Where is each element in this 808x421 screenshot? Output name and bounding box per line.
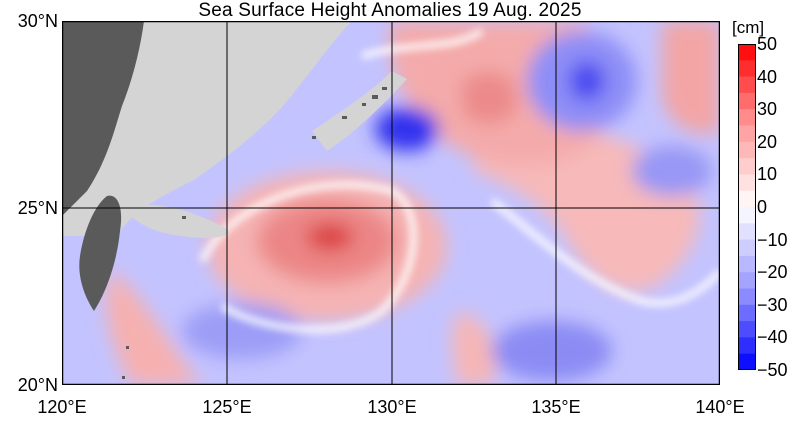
- negative-eddy-south: [182, 303, 302, 359]
- colorbar-band: [738, 337, 756, 355]
- colorbar-tick-label: 20: [757, 131, 778, 152]
- map-border: [62, 21, 720, 385]
- lat-label-30n: 30°N: [17, 11, 58, 31]
- positive-core-north: [462, 71, 518, 124]
- lon-label-135e: 135°E: [531, 397, 581, 417]
- ocean-mask-ryukyu: [312, 71, 407, 151]
- colorbar-tick-label: 0: [757, 197, 768, 217]
- lon-label-130e: 130°E: [367, 397, 417, 417]
- colorbar-band: [738, 109, 756, 126]
- colorbar: [738, 44, 756, 370]
- ocean-mask-islands: [122, 204, 229, 238]
- colorbar-tick-label: −10: [757, 229, 788, 250]
- negative-eddy-north-core: [569, 61, 605, 101]
- lon-label-140e: 140°E: [695, 397, 745, 417]
- negative-eddy-east: [632, 146, 712, 196]
- colorbar-band: [738, 207, 756, 224]
- negative-eddy-okinawa: [375, 107, 439, 151]
- colorbar-tick-label: −30: [757, 294, 788, 315]
- colorbar-band: [738, 223, 756, 241]
- colorbar-band: [738, 141, 756, 159]
- colorbar-frame: [738, 44, 756, 370]
- zero-contours: [198, 28, 720, 333]
- positive-band-southwest: [105, 271, 202, 385]
- colorbar-tick-label: −20: [757, 262, 788, 283]
- colorbar-band: [738, 76, 756, 94]
- colorbar-band: [738, 353, 756, 370]
- ssh-anomaly-map: [62, 21, 720, 385]
- lat-label-20n: 20°N: [17, 375, 58, 395]
- colorbar-band: [738, 288, 756, 306]
- positive-band-south: [452, 311, 496, 385]
- colorbar-tick-label: 10: [757, 164, 778, 185]
- positive-eddy-core: [306, 223, 354, 251]
- colorbar-band: [738, 321, 756, 338]
- colorbar-band: [738, 158, 756, 175]
- colorbar-band: [738, 272, 756, 289]
- negative-eddy-southeast: [492, 321, 612, 381]
- colorbar-tick-label: 50: [757, 34, 778, 54]
- colorbar-band: [738, 44, 756, 61]
- colorbar-tick-label: −40: [757, 327, 788, 348]
- positive-region-northeast: [662, 21, 720, 134]
- colorbar-band: [738, 255, 756, 273]
- colorbar-band: [738, 304, 756, 322]
- colorbar-band: [738, 125, 756, 143]
- colorbar-band: [738, 174, 756, 192]
- colorbar-band: [738, 92, 756, 110]
- land-taiwan: [79, 195, 122, 311]
- land-mainland: [62, 21, 144, 216]
- lon-label-125e: 125°E: [202, 397, 252, 417]
- lat-label-25n: 25°N: [17, 198, 58, 218]
- colorbar-band: [738, 239, 756, 257]
- colorbar-tick-label: 40: [757, 66, 778, 87]
- graticule: [62, 21, 720, 385]
- map-title: Sea Surface Height Anomalies 19 Aug. 202…: [198, 0, 582, 21]
- lon-label-120e: 120°E: [37, 397, 87, 417]
- colorbar-tick-label: 30: [757, 99, 778, 120]
- colorbar-band: [738, 190, 756, 208]
- colorbar-unit: [cm]: [732, 18, 765, 37]
- land-small-islands: [122, 87, 387, 379]
- colorbar-bands: [738, 44, 756, 370]
- colorbar-band: [738, 60, 756, 78]
- ocean-mask-coast: [62, 21, 352, 236]
- colorbar-tick-label: −50: [757, 360, 788, 380]
